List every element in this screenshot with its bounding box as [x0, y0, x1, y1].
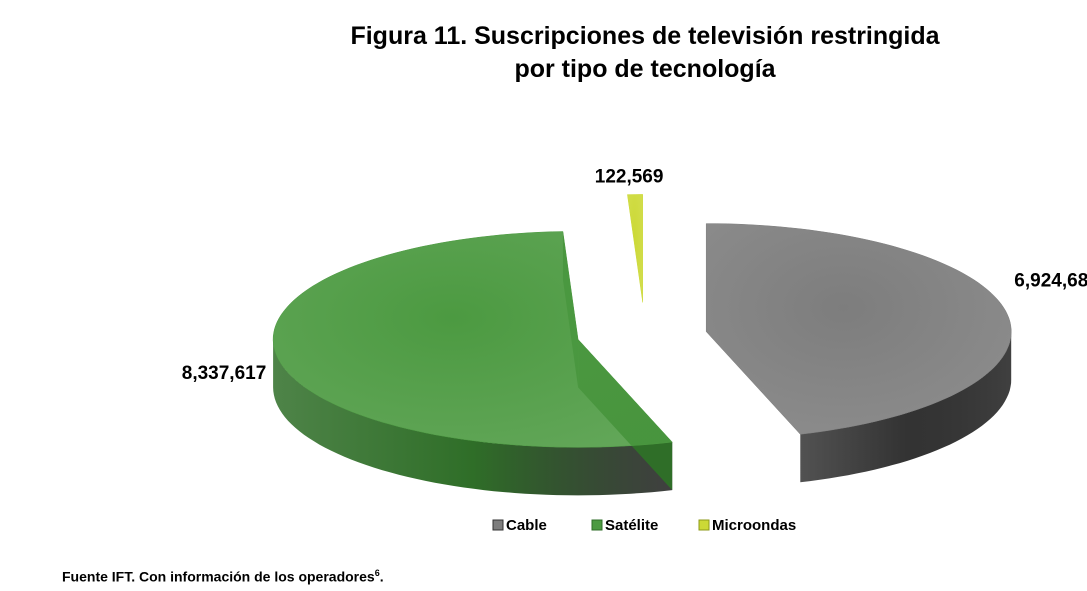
source-note: Fuente IFT. Con información de los opera… [62, 568, 384, 585]
data-label-cable: 6,924,683 [1014, 271, 1087, 292]
legend-label-cable: Cable [506, 517, 547, 534]
slice-satelite [272, 231, 673, 448]
chart-title-line-1: Figura 11. Suscripciones de televisión r… [350, 22, 940, 50]
legend-item-satelite: Satélite [591, 517, 658, 534]
legend-swatch-microondas [698, 519, 710, 531]
slice-side-satelite [273, 339, 673, 496]
footnote-marker: 6 [374, 568, 380, 578]
legend-item-microondas: Microondas [698, 517, 796, 534]
source-text: Fuente IFT. Con información de los opera… [62, 568, 375, 585]
slice-cable [705, 223, 1012, 435]
legend-swatch-satelite [591, 519, 603, 531]
chart-title: Figura 11. Suscripciones de televisión r… [300, 20, 990, 86]
legend-label-satelite: Satélite [605, 517, 658, 534]
source-end: . [379, 568, 384, 585]
legend-item-cable: Cable [492, 517, 547, 534]
legend-swatch-cable [492, 519, 504, 531]
slice-microondas [627, 194, 643, 303]
legend-label-microondas: Microondas [712, 517, 796, 534]
slice-side-cable [800, 331, 1012, 483]
data-label-microondas: 122,569 [595, 167, 664, 188]
data-label-satelite: 8,337,617 [182, 363, 267, 384]
chart-title-line-2: por tipo de tecnología [514, 55, 776, 83]
